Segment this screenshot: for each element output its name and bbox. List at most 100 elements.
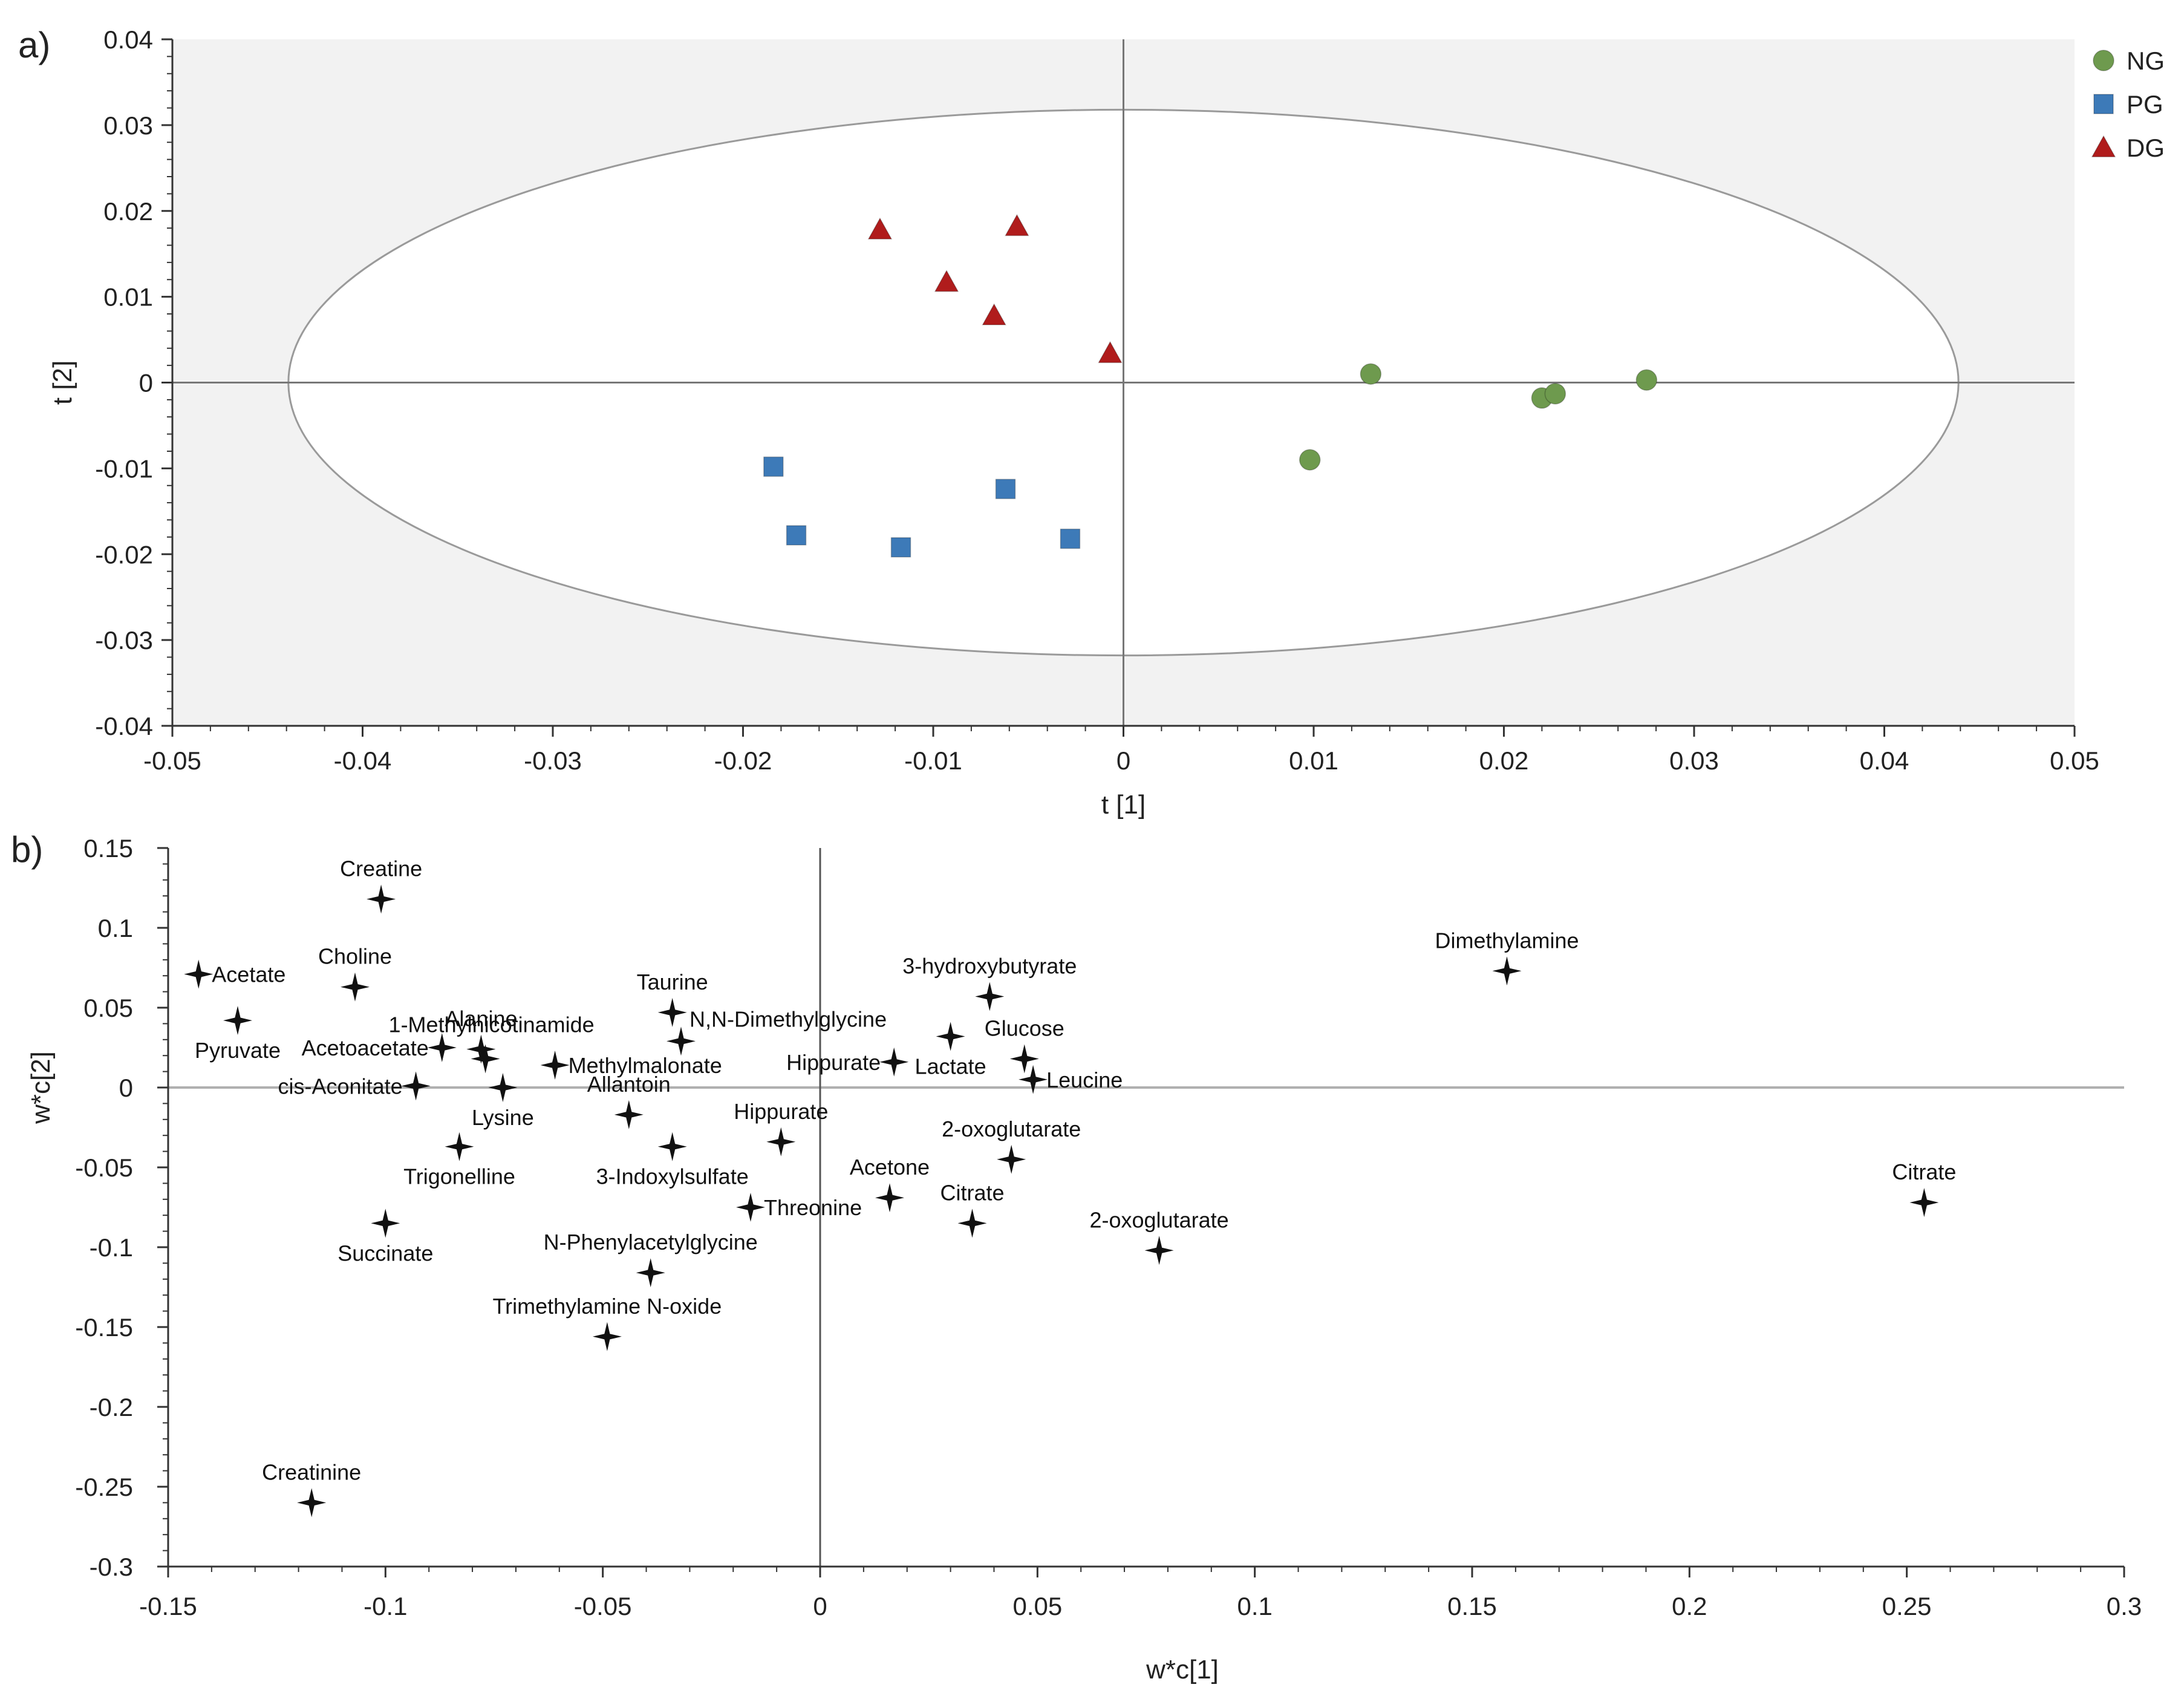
- loading-label-1-methylnicotinamide: 1-Methylnicotinamide: [389, 1012, 595, 1037]
- loading-label-pyruvate: Pyruvate: [195, 1038, 281, 1063]
- loading-label-succinate: Succinate: [337, 1241, 433, 1265]
- panel-a-x-tick-label: 0.01: [1289, 746, 1338, 775]
- panel-b-x-tick-label: 0.05: [1012, 1592, 1062, 1620]
- point-ng: [1544, 383, 1566, 405]
- loading-label-3-hydroxybutyrate: 3-hydroxybutyrate: [902, 954, 1077, 979]
- loading-label-hippurate: Hippurate: [734, 1099, 828, 1124]
- panel-b-y-tick-label: 0.15: [83, 834, 133, 863]
- legend-label-pg: PG: [2127, 90, 2163, 119]
- loading-point-acetone: [875, 1183, 904, 1213]
- point-dg: [867, 217, 893, 240]
- legend-label-dg: DG: [2127, 134, 2165, 162]
- panel-b-y-tick-label: -0.2: [90, 1393, 133, 1421]
- loading-point-lysine: [488, 1073, 518, 1102]
- panel-a-x-tick-label: 0.03: [1669, 746, 1719, 775]
- panel-b-y-tick-label: -0.3: [90, 1553, 133, 1581]
- panel-a-x-tick-label: -0.02: [714, 746, 772, 775]
- loading-label-cis-aconitate: cis-Aconitate: [278, 1074, 403, 1098]
- loading-point-creatinine: [297, 1488, 327, 1518]
- loading-label-3-indoxylsulfate: 3-Indoxylsulfate: [596, 1164, 749, 1189]
- panel-a-x-tick-label: -0.04: [334, 746, 392, 775]
- panel-b-y-tick-label: 0.05: [83, 994, 133, 1022]
- panel-b-y-tick-label: -0.25: [75, 1473, 133, 1501]
- panel-a-y-tick-label: 0.02: [103, 197, 153, 226]
- loading-point-threonine: [736, 1193, 765, 1222]
- legend-label-ng: NG: [2127, 47, 2165, 75]
- panel-a-x-tick-label: -0.05: [143, 746, 201, 775]
- point-pg: [1060, 528, 1081, 549]
- loading-label-acetoacetate: Acetoacetate: [302, 1036, 429, 1060]
- point-pg: [763, 456, 784, 477]
- point-pg: [786, 525, 807, 546]
- panel-a-y-tick-label: -0.02: [95, 540, 153, 569]
- loading-label-alanine: Alanine: [445, 1006, 517, 1031]
- panel-b-loading-plot: b) -0.15 -0.1 -0.05 0 0.05 0.1 0.15 0.2 0.25 0.3 …: [11, 829, 2142, 1685]
- loading-point-trigonelline: [445, 1132, 474, 1161]
- panel-b-y-tick-label: -0.15: [75, 1313, 133, 1342]
- loading-point-creatine: [367, 884, 396, 914]
- loading-point-taurine: [657, 997, 687, 1027]
- loading-label-allantoin: Allantoin: [587, 1072, 671, 1097]
- loading-label-creatine: Creatine: [340, 856, 422, 881]
- panel-b-x-tick-label: -0.1: [363, 1592, 407, 1620]
- loading-label-n-n-dimethylglycine: N,N-Dimethylglycine: [689, 1006, 887, 1031]
- loading-label-citrate: Citrate: [940, 1180, 1005, 1205]
- loading-label-taurine: Taurine: [637, 970, 708, 994]
- panel-a-y-tick-label: -0.01: [95, 454, 153, 483]
- point-ng: [1635, 369, 1658, 391]
- loading-point-lactate: [936, 1022, 965, 1051]
- panel-b-y-tick-label: 0: [119, 1074, 133, 1102]
- panel-b-x-tick-label: 0.2: [1672, 1592, 1707, 1620]
- panel-b-x-tick-label: 0.1: [1237, 1592, 1272, 1620]
- panel-b-y-tick-label: -0.1: [90, 1233, 133, 1262]
- loading-label-citrate: Citrate: [1892, 1159, 1956, 1184]
- panel-b-x-tick-label: 0.25: [1882, 1592, 1932, 1620]
- loading-point-pyruvate: [223, 1006, 252, 1036]
- panel-b-x-tick-label: 0.3: [2107, 1592, 2142, 1620]
- point-ng: [1360, 363, 1382, 385]
- loading-label-lactate: Lactate: [915, 1054, 986, 1079]
- loading-point-3-indoxylsulfate: [657, 1132, 687, 1161]
- loading-label-2-oxoglutarate: 2-oxoglutarate: [1089, 1207, 1228, 1232]
- panel-a-y-tick-label: 0.03: [103, 111, 153, 140]
- panel-a-legend: NG PG DG: [2091, 47, 2165, 162]
- panel-a-x-tick-label: 0: [1116, 746, 1130, 775]
- loading-label-glucose: Glucose: [985, 1016, 1064, 1040]
- panel-b-x-axis-title: w*c[1]: [1146, 1655, 1219, 1685]
- loading-point-3-hydroxybutyrate: [975, 982, 1005, 1011]
- point-dg: [934, 269, 959, 292]
- loading-label-leucine: Leucine: [1046, 1068, 1123, 1092]
- loading-label-2-oxoglutarate: 2-oxoglutarate: [942, 1117, 1081, 1141]
- panel-a-x-tick-label: 0.02: [1479, 746, 1529, 775]
- loading-label-methylmalonate: Methylmalonate: [569, 1053, 722, 1078]
- panel-a-x-tick-label: 0.05: [2050, 746, 2099, 775]
- loading-label-choline: Choline: [318, 944, 392, 969]
- loading-point-citrate: [1909, 1188, 1939, 1218]
- loading-label-acetone: Acetone: [850, 1155, 930, 1179]
- panel-a-y-tick-label: 0: [139, 369, 153, 397]
- loading-point-acetoacetate: [427, 1033, 457, 1062]
- loading-label-hippurate: Hippurate: [786, 1050, 881, 1075]
- point-pg: [995, 478, 1016, 500]
- loading-point-trimethylamine-n-oxide: [592, 1322, 622, 1351]
- loading-label-dimethylamine: Dimethylamine: [1435, 928, 1579, 953]
- loading-point-hippurate: [766, 1127, 796, 1156]
- loading-label-trigonelline: Trigonelline: [403, 1164, 515, 1189]
- panel-b-x-tick-label: -0.15: [139, 1592, 197, 1620]
- loading-point-glucose: [1009, 1044, 1039, 1074]
- loading-point-n-phenylacetylglycine: [636, 1258, 665, 1288]
- panel-a-y-tick-label: -0.03: [95, 626, 153, 654]
- panel-b-y-axis-title: w*c[2]: [26, 1051, 56, 1124]
- panel-a-x-tick-label: -0.03: [524, 746, 582, 775]
- loading-point-allantoin: [614, 1100, 644, 1129]
- loading-point-alanine: [466, 1034, 496, 1064]
- panel-b-y-tick-label: -0.05: [75, 1153, 133, 1182]
- legend-marker-ng: [2093, 50, 2114, 71]
- point-ng: [1299, 449, 1321, 471]
- loading-point-acetate: [184, 959, 214, 989]
- panel-a-x-axis-title: t [1]: [1101, 790, 1146, 820]
- loading-point-1-methylnicotinamide: [471, 1044, 500, 1074]
- panel-a-y-tick-label: -0.04: [95, 712, 153, 740]
- panel-b-label: b): [11, 829, 43, 870]
- point-dg: [1005, 214, 1029, 236]
